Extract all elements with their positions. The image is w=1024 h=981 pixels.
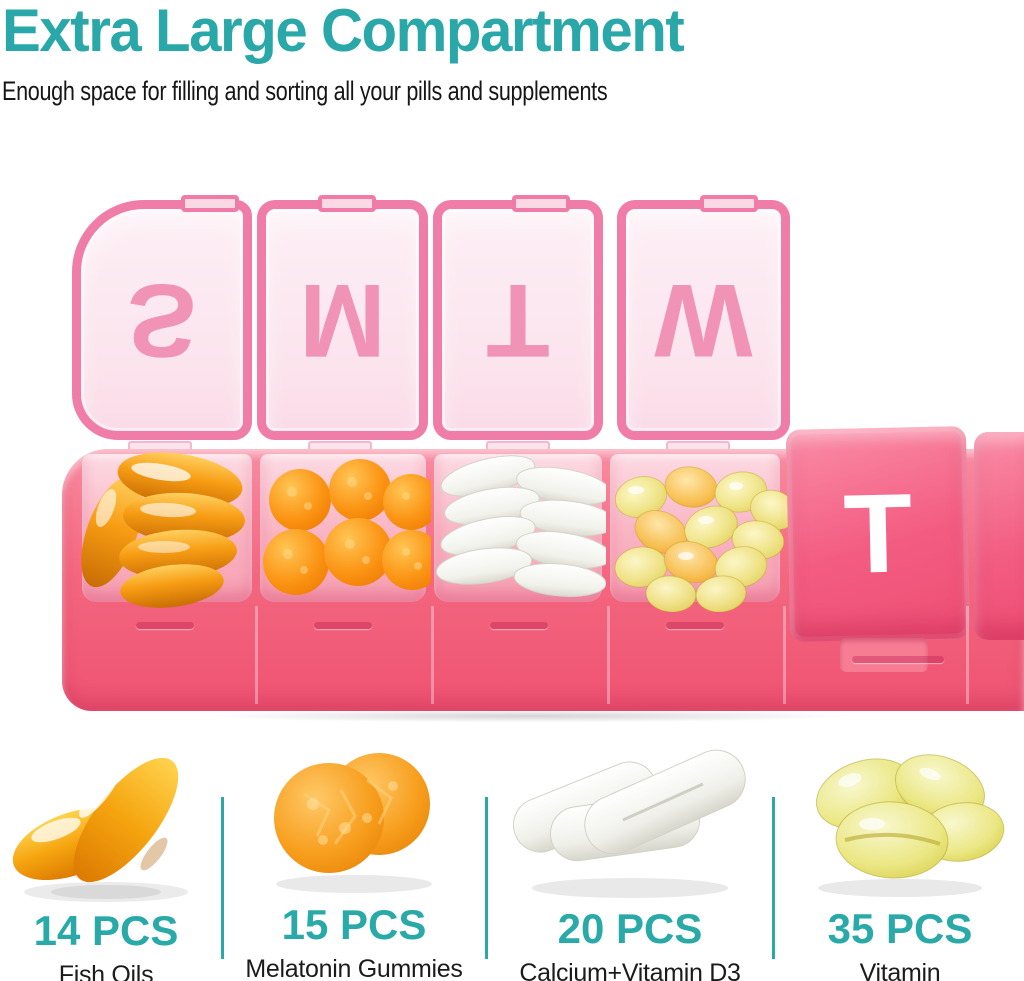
tray-groove (607, 606, 610, 704)
open-lid-tuesday: T (433, 195, 603, 440)
divider-line (772, 797, 775, 959)
callout-count: 20 PCS (557, 905, 703, 952)
callout-vitamin: 35 PCS Vitamin (780, 732, 1020, 981)
melatonin-gummies-image (263, 459, 431, 595)
lid-letter: T (486, 262, 550, 378)
fish-oil-capsules-image (81, 452, 245, 608)
latch-slot (852, 656, 944, 663)
callout-melatonin-gummies: 15 PCS Melatonin Gummies (226, 732, 482, 981)
callout-calcium-vitamin-d3: 20 PCS Calcium+Vitamin D3 (492, 732, 768, 981)
closed-lid-thursday: T (785, 426, 971, 642)
gummies-photo (249, 732, 459, 898)
tray-groove (783, 606, 786, 704)
tray-groove (431, 606, 434, 704)
callout-count: 35 PCS (827, 905, 973, 952)
lid-letter: W (654, 262, 753, 378)
latch-slot (314, 622, 372, 629)
open-lid-sunday: S (72, 195, 252, 440)
vitamin-capsules-image (614, 466, 792, 612)
fish-oil-photo (4, 732, 209, 904)
tray-groove (966, 606, 969, 704)
callout-count: 14 PCS (33, 907, 179, 954)
latch-slot (490, 622, 548, 629)
lid-letter: T (842, 470, 914, 597)
closed-lid-latch (840, 638, 928, 672)
open-lid-monday: M (257, 195, 428, 440)
callout-label: Fish Oils (58, 961, 154, 981)
callout-label: Melatonin Gummies (245, 955, 463, 981)
callout-label: Calcium+Vitamin D3 (519, 959, 741, 981)
lid-clasp (511, 195, 570, 212)
callout-fish-oils: 14 PCS Fish Oils (0, 732, 212, 981)
lid-letter: S (127, 262, 197, 378)
open-lid-wednesday: W (617, 195, 790, 440)
closed-lid-partial (974, 432, 1024, 640)
tray-groove (255, 606, 258, 704)
lid-clasp (181, 195, 240, 212)
divider-line (485, 797, 488, 959)
white-tablets-image (435, 455, 606, 597)
tablets-photo (505, 732, 755, 902)
latch-slot (666, 622, 724, 629)
vitamin-photo (790, 732, 1010, 902)
callout-label: Vitamin (859, 959, 941, 981)
page-title: Extra Large Compartment (2, 0, 685, 64)
tray-shadow (80, 707, 980, 725)
page-subtitle: Enough space for filling and sorting all… (2, 76, 608, 106)
lid-clasp (318, 195, 377, 212)
lid-clasp (700, 195, 759, 212)
divider-line (221, 797, 224, 959)
callout-count: 15 PCS (281, 901, 427, 948)
latch-slot (136, 622, 194, 629)
lid-letter: M (299, 262, 386, 378)
